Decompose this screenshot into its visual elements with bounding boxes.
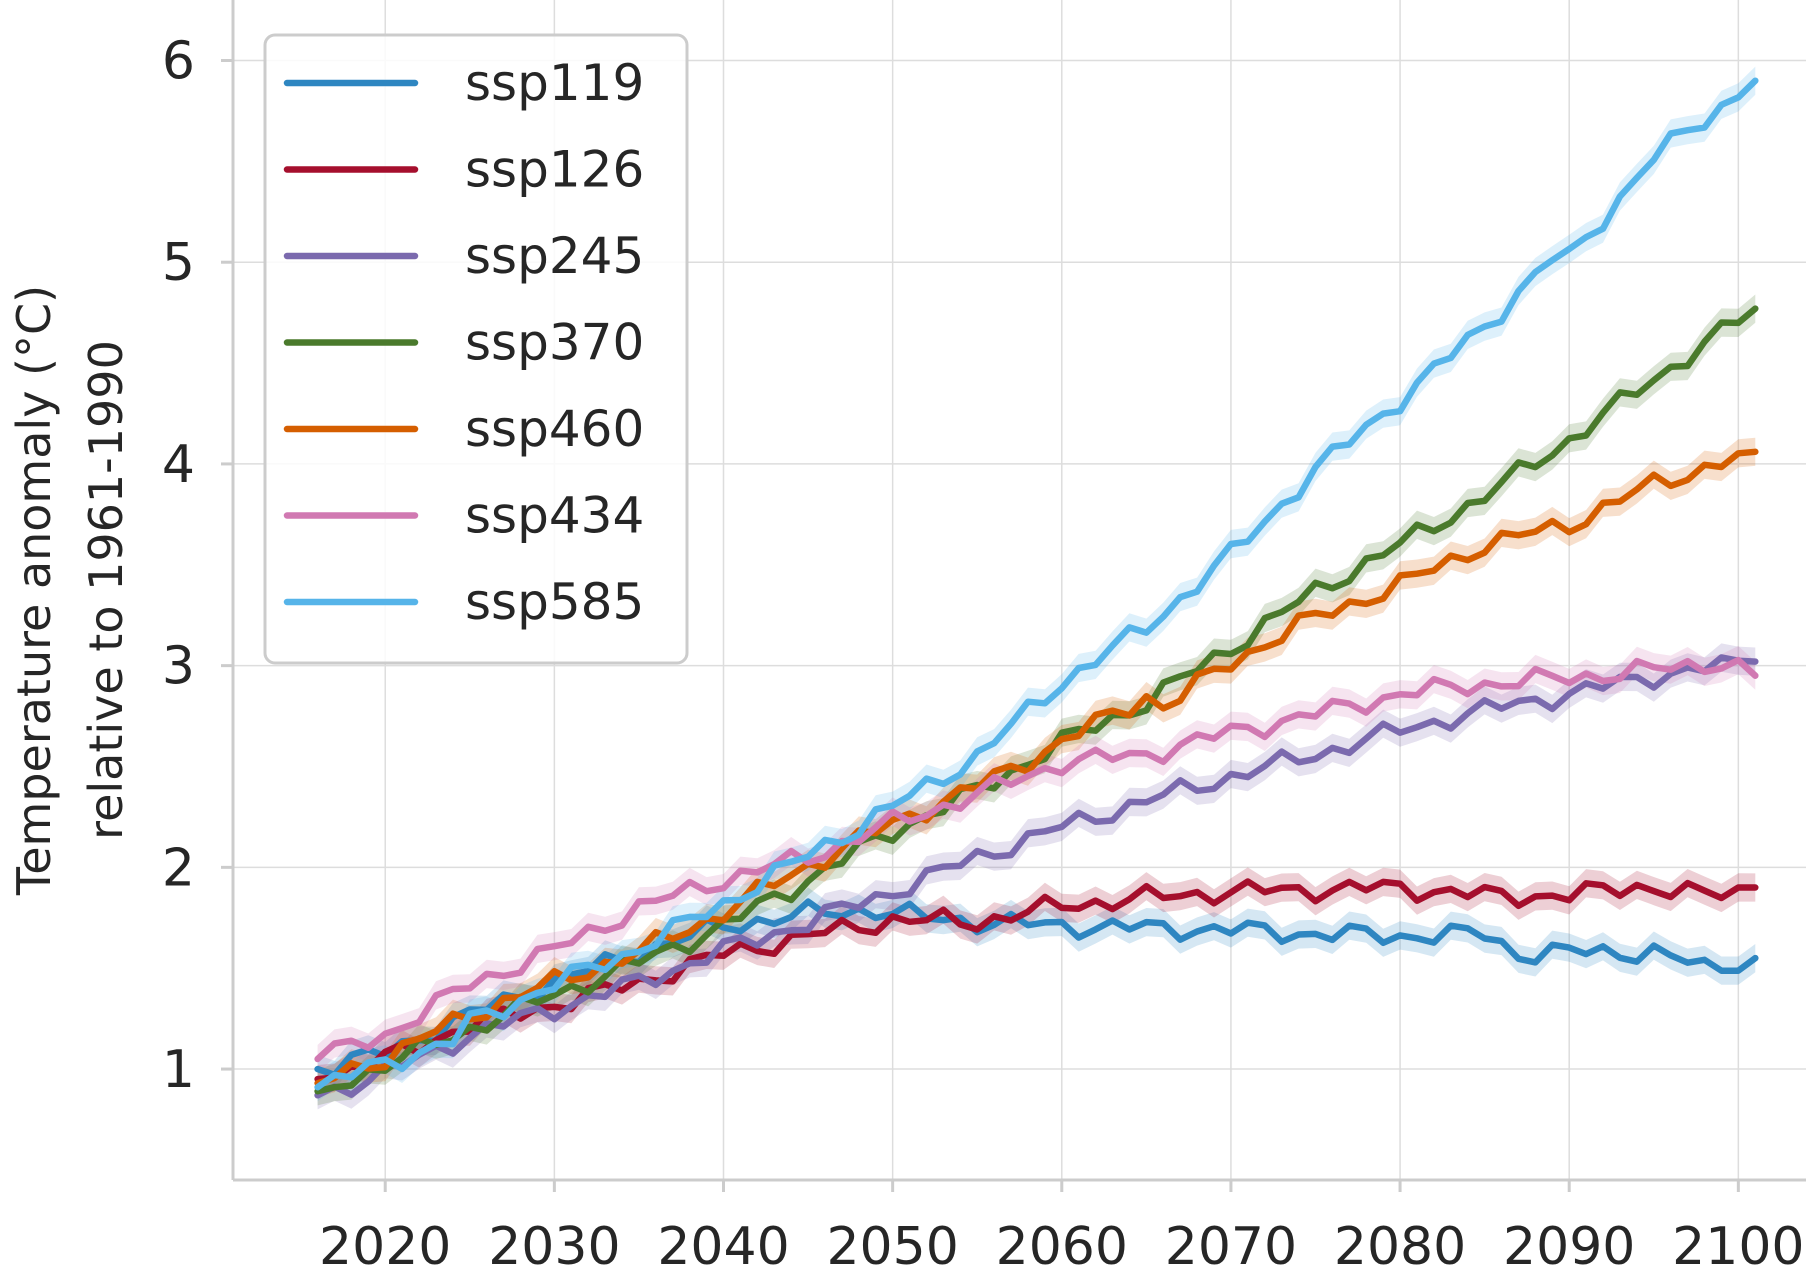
x-tick-label: 2070 [1165,1217,1297,1277]
x-axis-ticks: 2020 2030 2040 2050 2060 2070 2080 2090 2100 [319,1180,1805,1277]
y-tick-label: 3 [162,637,195,697]
series-line-ssp460 [314,448,1759,1087]
x-tick-label: 2100 [1672,1217,1804,1277]
series-lines [314,77,1759,1099]
legend: ssp119 ssp126 ssp245 ssp370 ssp460 ssp434 ssp5… [263,33,689,665]
x-tick-label: 2080 [1334,1217,1466,1277]
legend-label-ssp119: ssp119 [465,54,644,112]
y-tick-label: 5 [162,233,195,293]
uncertainty-band-ssp460 [317,437,1756,1098]
x-tick-label: 2040 [657,1217,789,1277]
legend-label-ssp245: ssp245 [465,227,644,285]
uncertainty-band-ssp245 [317,643,1756,1110]
legend-box [263,33,689,665]
series-line-ssp434 [314,656,1759,1063]
x-tick-label: 2030 [488,1217,620,1277]
legend-label-ssp434: ssp434 [465,487,644,545]
legend-label-ssp370: ssp370 [465,314,644,372]
x-tick-label: 2060 [996,1217,1128,1277]
y-tick-label: 2 [162,838,195,898]
y-axis-title-line-2: relative to 1961-1990 [79,340,133,840]
axes [231,0,1806,1182]
legend-label-ssp460: ssp460 [465,400,644,458]
uncertainty-band-ssp434 [317,646,1756,1074]
x-tick-label: 2020 [319,1217,451,1277]
y-axis-title: Temperature anomaly (°C) relative to 196… [7,285,133,896]
series-line-ssp126 [314,878,1759,1083]
series-line-ssp119 [314,898,1759,1079]
y-tick-label: 1 [162,1040,195,1100]
y-axis-title-line-1: Temperature anomaly (°C) [7,285,61,896]
y-tick-label: 4 [162,435,195,495]
y-tick-label: 6 [162,32,195,92]
legend-label-ssp126: ssp126 [465,141,644,199]
y-axis-ticks: 1 2 3 4 5 6 [162,32,233,1100]
series-line-ssp585 [314,77,1759,1091]
x-tick-label: 2090 [1503,1217,1635,1277]
legend-label-ssp585: ssp585 [465,573,644,631]
x-tick-label: 2050 [826,1217,958,1277]
series-line-ssp245 [314,654,1759,1099]
